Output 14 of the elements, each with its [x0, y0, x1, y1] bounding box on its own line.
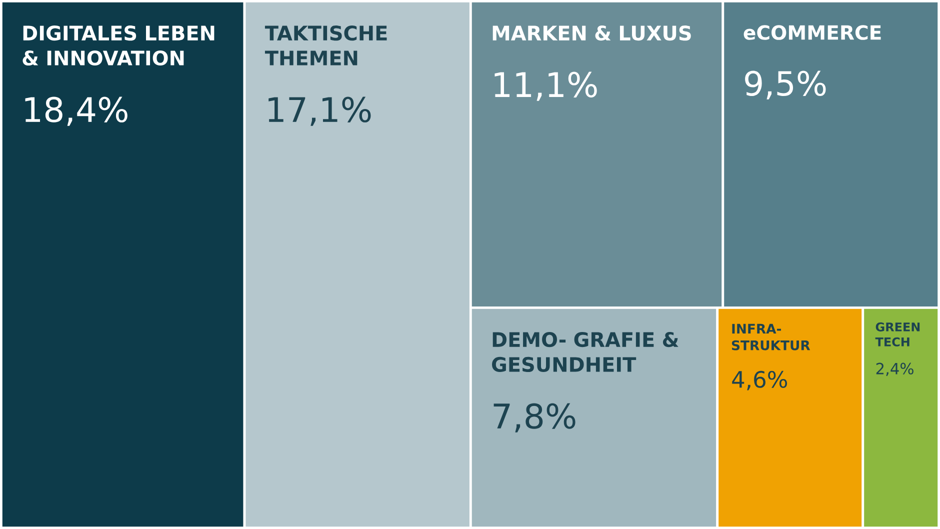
category-label: DEMO- GRAFIE & GESUNDHEIT [492, 332, 678, 372]
data-label: 17,1% [268, 96, 371, 126]
category-label: GREEN TECH [875, 322, 920, 346]
data-label: 18,4% [25, 96, 128, 126]
data-label: 7,8% [494, 403, 576, 432]
category-label: DIGITALES LEBEN & INNOVATION [22, 25, 214, 66]
data-label: 9,5% [745, 70, 826, 100]
category-label: MARKEN & LUXUS [492, 25, 691, 41]
category-label: eCOMMERCE [744, 25, 881, 40]
data-label: 2,4% [876, 362, 914, 376]
category-label: TAKTISCHE THEMEN [264, 25, 387, 66]
data-label: 4,6% [732, 370, 787, 390]
data-label: 11,1% [494, 72, 597, 101]
category-label: INFRA- STRUKTUR [732, 324, 810, 350]
